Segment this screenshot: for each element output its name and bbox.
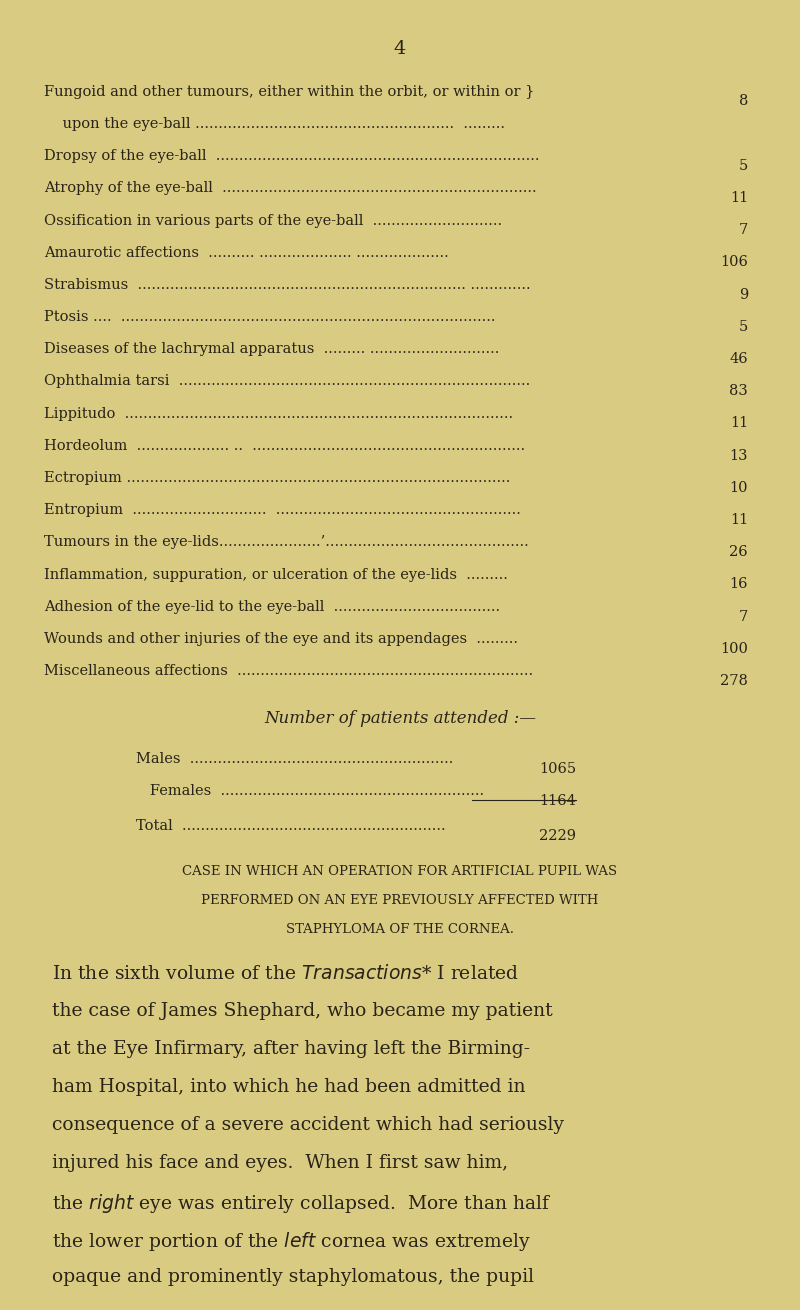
- Text: Number of patients attended :—: Number of patients attended :—: [264, 710, 536, 727]
- Text: Ossification in various parts of the eye-ball  ............................: Ossification in various parts of the eye…: [44, 214, 502, 228]
- Text: the case of James Shephard, who became my patient: the case of James Shephard, who became m…: [52, 1002, 553, 1020]
- Text: Inflammation, suppuration, or ulceration of the eye-lids  .........: Inflammation, suppuration, or ulceration…: [44, 567, 508, 582]
- Text: Ectropium ......................................................................: Ectropium ..............................…: [44, 472, 510, 485]
- Text: Amaurotic affections  .......... .................... ....................: Amaurotic affections .......... ........…: [44, 246, 449, 259]
- Text: the lower portion of the $\mathit{left}$ cornea was extremely: the lower portion of the $\mathit{left}$…: [52, 1230, 531, 1254]
- Text: 11: 11: [730, 417, 748, 431]
- Text: Strabismus  ....................................................................: Strabismus .............................…: [44, 278, 530, 292]
- Text: 7: 7: [738, 223, 748, 237]
- Text: Miscellaneous affections  ......................................................: Miscellaneous affections ...............…: [44, 664, 533, 679]
- Text: ham Hospital, into which he had been admitted in: ham Hospital, into which he had been adm…: [52, 1078, 526, 1096]
- Text: Adhesion of the eye-lid to the eye-ball  ....................................: Adhesion of the eye-lid to the eye-ball …: [44, 600, 500, 614]
- Text: Total  .........................................................: Total ..................................…: [136, 820, 446, 833]
- Text: In the sixth volume of the $\mathit{Transactions}$* I related: In the sixth volume of the $\mathit{Tran…: [52, 964, 519, 984]
- Text: Dropsy of the eye-ball  ........................................................: Dropsy of the eye-ball .................…: [44, 149, 539, 164]
- Text: 7: 7: [738, 609, 748, 624]
- Text: 278: 278: [720, 673, 748, 688]
- Text: Females  .........................................................: Females ................................…: [136, 785, 484, 798]
- Text: 5: 5: [738, 159, 748, 173]
- Text: injured his face and eyes.  When I first saw him,: injured his face and eyes. When I first …: [52, 1154, 508, 1172]
- Text: 83: 83: [730, 384, 748, 398]
- Text: opaque and prominently staphylomatous, the pupil: opaque and prominently staphylomatous, t…: [52, 1268, 534, 1286]
- Text: 13: 13: [730, 448, 748, 462]
- Text: 26: 26: [730, 545, 748, 559]
- Text: Ophthalmia tarsi  ..............................................................: Ophthalmia tarsi .......................…: [44, 375, 530, 389]
- Text: Hordeolum  .................... ..  ............................................: Hordeolum .................... .. ......…: [44, 439, 525, 453]
- Text: 8: 8: [738, 94, 748, 107]
- Text: 1164: 1164: [539, 794, 576, 808]
- Text: at the Eye Infirmary, after having left the Birming-: at the Eye Infirmary, after having left …: [52, 1040, 530, 1058]
- Text: Atrophy of the eye-ball  .......................................................: Atrophy of the eye-ball ................…: [44, 181, 537, 195]
- Text: STAPHYLOMA OF THE CORNEA.: STAPHYLOMA OF THE CORNEA.: [286, 922, 514, 935]
- Text: 16: 16: [730, 578, 748, 591]
- Text: Entropium  .............................  ......................................: Entropium ............................. …: [44, 503, 521, 517]
- Text: the $\mathit{right}$ eye was entirely collapsed.  More than half: the $\mathit{right}$ eye was entirely co…: [52, 1192, 552, 1216]
- Text: 100: 100: [720, 642, 748, 656]
- Text: upon the eye-ball ........................................................  ....: upon the eye-ball ......................…: [44, 117, 505, 131]
- Text: Lippitudo  .....................................................................: Lippitudo ..............................…: [44, 406, 513, 421]
- Text: Fungoid and other tumours, either within the orbit, or within or }: Fungoid and other tumours, either within…: [44, 85, 534, 98]
- Text: 10: 10: [730, 481, 748, 495]
- Text: 2229: 2229: [539, 829, 576, 844]
- Text: Males  .........................................................: Males ..................................…: [136, 752, 454, 766]
- Text: Diseases of the lachrymal apparatus  ......... ............................: Diseases of the lachrymal apparatus ....…: [44, 342, 499, 356]
- Text: 11: 11: [730, 514, 748, 527]
- Text: 1065: 1065: [539, 761, 576, 776]
- Text: Wounds and other injuries of the eye and its appendages  .........: Wounds and other injuries of the eye and…: [44, 631, 518, 646]
- Text: Tumours in the eye-lids......................’..................................: Tumours in the eye-lids.................…: [44, 536, 529, 549]
- Text: 5: 5: [738, 320, 748, 334]
- Text: CASE IN WHICH AN OPERATION FOR ARTIFICIAL PUPIL WAS: CASE IN WHICH AN OPERATION FOR ARTIFICIA…: [182, 865, 618, 878]
- Text: 11: 11: [730, 191, 748, 204]
- Text: 4: 4: [394, 39, 406, 58]
- Text: 106: 106: [720, 255, 748, 270]
- Text: 46: 46: [730, 352, 748, 365]
- Text: 9: 9: [738, 288, 748, 301]
- Text: PERFORMED ON AN EYE PREVIOUSLY AFFECTED WITH: PERFORMED ON AN EYE PREVIOUSLY AFFECTED …: [202, 893, 598, 907]
- Text: Ptosis ....  ...................................................................: Ptosis .... ............................…: [44, 310, 495, 324]
- Text: consequence of a severe accident which had seriously: consequence of a severe accident which h…: [52, 1116, 564, 1134]
